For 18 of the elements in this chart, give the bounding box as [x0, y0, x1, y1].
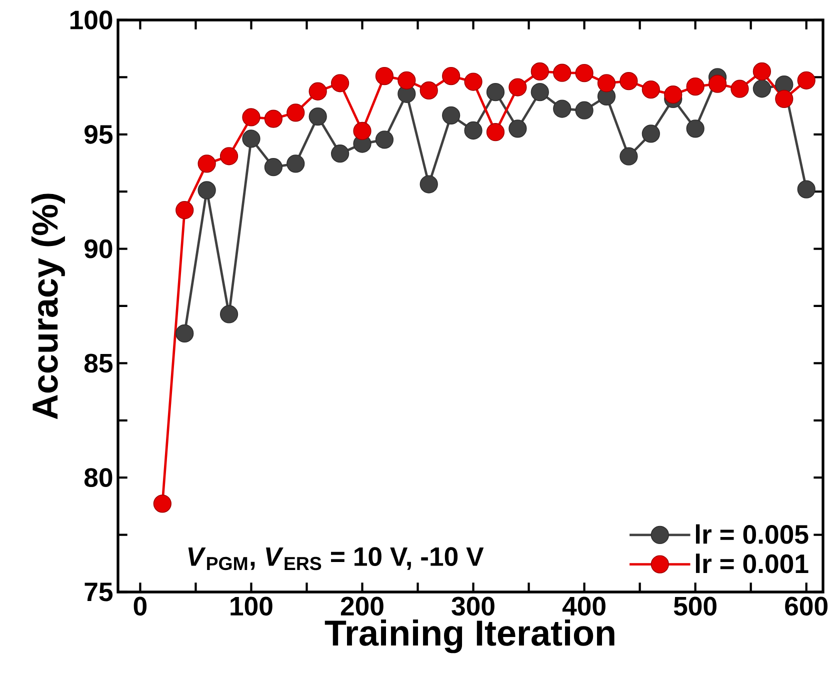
- y-tick-label: 95: [84, 124, 113, 144]
- y-axis-title: Accuracy (%): [31, 194, 65, 420]
- legend-label: lr = 0.005: [696, 524, 808, 544]
- y-tick-label: 85: [84, 354, 113, 373]
- x-tick-label: 100: [230, 596, 272, 616]
- x-tick-label: 0: [134, 596, 147, 616]
- y-tick-label: 75: [84, 582, 113, 602]
- legend-label: lr = 0.001: [696, 554, 808, 574]
- y-tick-label: 100: [70, 10, 112, 30]
- x-tick-label: 400: [562, 596, 606, 616]
- y-tick-label: 80: [84, 468, 112, 488]
- x-axis-title: Training Iteration: [324, 619, 614, 654]
- y-tick-label: 90: [84, 239, 112, 258]
- x-tick-label: 600: [785, 596, 828, 616]
- x-tick-label: 300: [452, 596, 494, 616]
- x-tick-label: 500: [674, 596, 716, 616]
- annotation: V$_{PGM}$, V$_{ERS}$ = 10 V, -10 V: [188, 547, 484, 570]
- x-tick-label: 200: [340, 596, 384, 616]
